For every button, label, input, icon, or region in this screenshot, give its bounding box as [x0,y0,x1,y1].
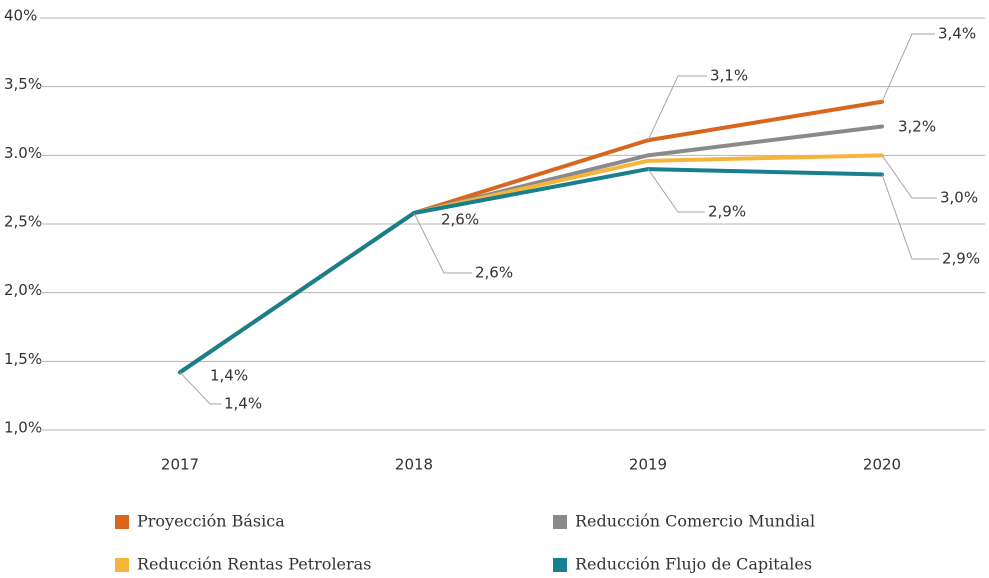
leader-line [881,33,935,102]
data-label: 3,2% [898,118,936,136]
data-label: 2,9% [708,203,746,221]
data-label: 3,4% [938,25,976,43]
y-tick-label: 1,0% [4,419,42,437]
series-line [178,124,884,375]
leader-line [647,168,705,213]
y-tick-label: 40% [4,7,37,25]
data-label: 1,4% [210,367,248,385]
legend-swatch [553,515,567,529]
data-label: 3,0% [940,189,978,207]
data-label: 2,6% [441,211,479,229]
data-label: 1,4% [224,395,262,413]
legend-swatch [115,558,129,572]
leader-line [413,212,472,274]
x-tick-label: 2020 [863,456,901,474]
legend-label: Reducción Flujo de Capitales [575,555,812,574]
leader-line [881,174,939,260]
data-label: 2,9% [942,250,980,268]
y-tick-label: 3,5% [4,75,42,93]
data-label: 2,6% [475,264,513,282]
x-tick-label: 2017 [161,456,199,474]
leader-line [179,371,221,405]
leader-line [647,75,707,141]
series-line [178,167,884,375]
x-tick-label: 2018 [395,456,433,474]
legend-swatch [553,558,567,572]
data-label: 3,1% [710,67,748,85]
y-tick-label: 2,0% [4,281,42,299]
series-line [178,99,884,375]
legend-label: Proyección Básica [137,512,285,531]
legend: Proyección Básica Reducción Comercio Mund… [115,512,815,574]
y-tick-label: 3.0% [4,144,42,162]
legend-label: Reducción Rentas Petroleras [137,555,371,574]
legend-swatch [115,515,129,529]
x-tick-label: 2019 [629,456,667,474]
series-line [178,153,884,375]
y-tick-label: 2,5% [4,213,42,231]
leader-line [881,155,937,199]
y-tick-label: 1,5% [4,350,42,368]
legend-label: Reducción Comercio Mundial [575,512,815,531]
